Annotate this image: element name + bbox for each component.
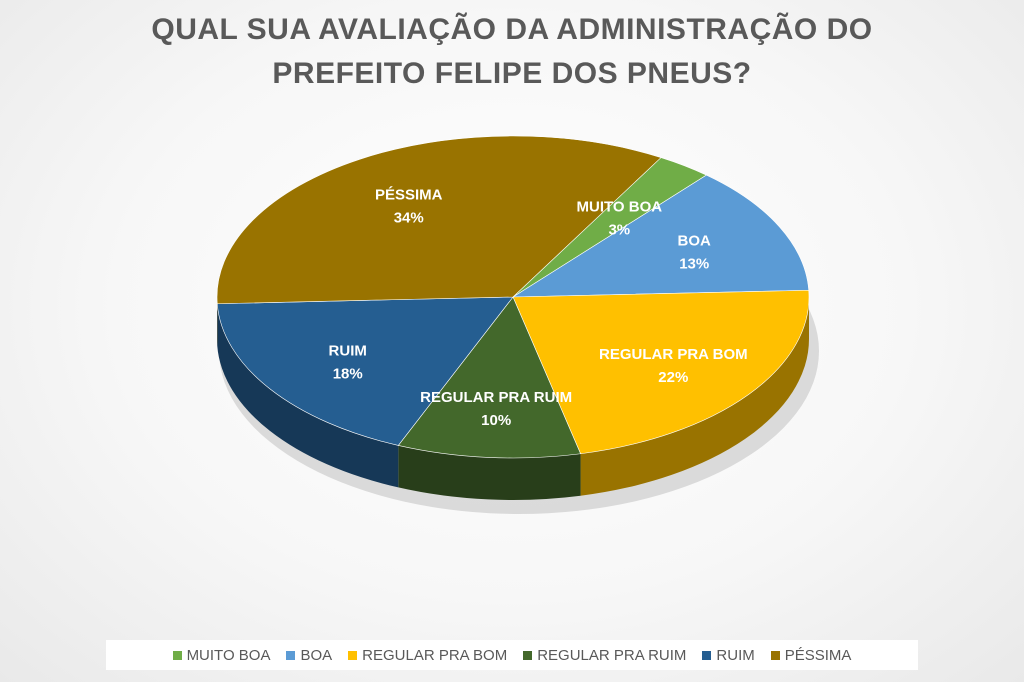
legend-swatch <box>348 650 358 660</box>
slice-value-label: 22% <box>658 369 688 386</box>
legend-label: MUITO BOA <box>186 646 271 664</box>
slice-value-label: 3% <box>608 222 630 239</box>
slice-category-label: REGULAR PRA BOM <box>599 346 748 363</box>
legend-item: RUIM <box>702 646 755 664</box>
pie-slice-side <box>398 445 581 500</box>
chart-title: QUAL SUA AVALIAÇÃO DA ADMINISTRAÇÃO DO P… <box>0 8 1024 96</box>
legend-swatch <box>770 650 780 660</box>
chart-title-line-2: PREFEITO FELIPE DOS PNEUS? <box>272 57 752 90</box>
pie-slice <box>216 296 514 446</box>
legend-swatch <box>702 650 712 660</box>
slice-category-label: PÉSSIMA <box>375 186 443 203</box>
pie-sides <box>217 297 809 500</box>
legend-swatch <box>172 650 182 660</box>
slice-value-label: 13% <box>679 255 709 272</box>
legend-label: BOA <box>300 646 333 664</box>
pie-slice <box>216 135 662 305</box>
slice-category-label: MUITO BOA <box>577 199 663 216</box>
slice-category-label: BOA <box>678 232 712 249</box>
slice-value-label: 18% <box>333 365 363 382</box>
pie-slice <box>397 296 582 459</box>
legend-item: REGULAR PRA RUIM <box>523 647 686 664</box>
legend-label: RUIM <box>716 646 755 664</box>
legend-item: PÉSSIMA <box>770 646 852 664</box>
legend-item: MUITO BOA <box>172 646 271 664</box>
legend-swatch <box>286 650 296 660</box>
slice-category-label: REGULAR PRA RUIM <box>420 389 572 406</box>
chart-legend: MUITO BOA BOA REGULAR PRA BOM REGULAR PR… <box>106 640 918 670</box>
pie-slice <box>512 289 810 455</box>
legend-label: PÉSSIMA <box>784 646 852 664</box>
slice-category-label: RUIM <box>329 342 367 359</box>
legend-swatch <box>523 650 533 660</box>
legend-item: BOA <box>286 647 332 664</box>
pie-slice-side <box>217 303 399 488</box>
pie-slice-side <box>580 297 809 496</box>
legend-label: REGULAR PRA RUIM <box>537 646 687 664</box>
chart-title-line-1: QUAL SUA AVALIAÇÃO DA ADMINISTRAÇÃO DO <box>151 13 873 46</box>
legend-item: REGULAR PRA BOM <box>348 647 507 664</box>
pie-slice <box>511 174 810 298</box>
legend-label: REGULAR PRA BOM <box>362 646 508 664</box>
slice-value-label: 10% <box>481 412 511 429</box>
slice-value-label: 34% <box>394 209 424 226</box>
